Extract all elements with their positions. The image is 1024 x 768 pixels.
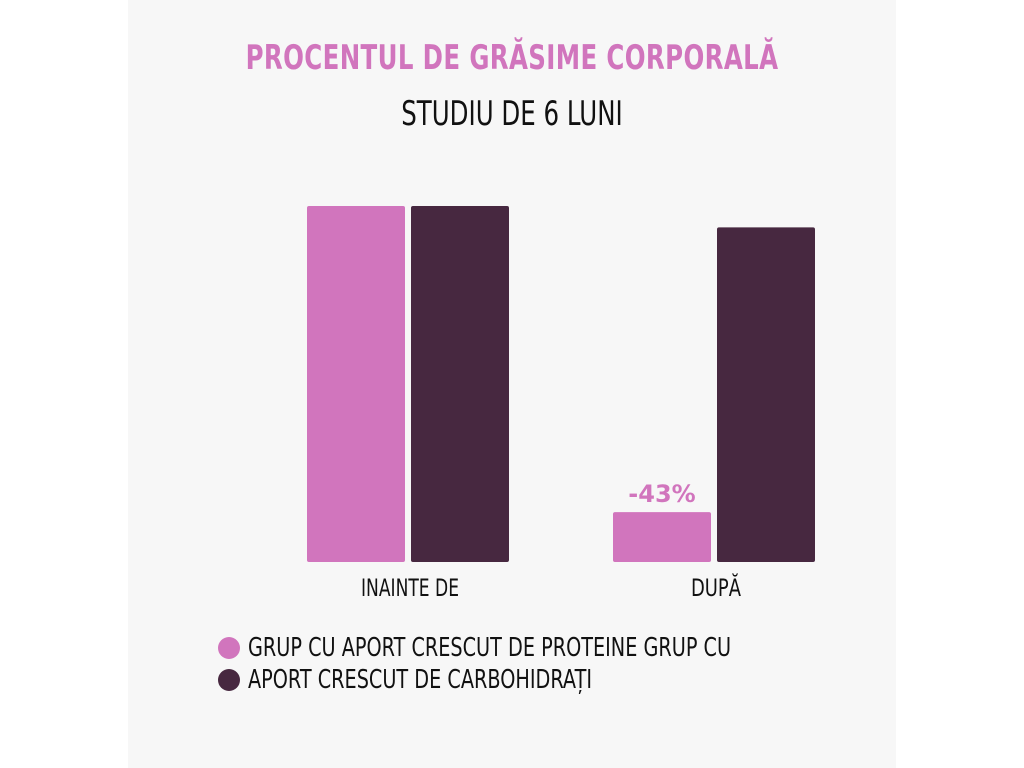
chart-title: PROCENTUL DE GRĂSIME CORPORALĂ — [245, 38, 779, 78]
legend: GRUP CU APORT CRESCUT DE PROTEINE GRUP C… — [218, 632, 901, 696]
legend-label-protein: GRUP CU APORT CRESCUT DE PROTEINE GRUP C… — [248, 633, 732, 663]
chart-subtitle: STUDIU DE 6 LUNI — [401, 94, 623, 134]
x-tick-label-1: DUPĂ — [691, 572, 741, 602]
x-tick-label-0: INAINTE DE — [361, 574, 459, 602]
bar-carbs-1 — [717, 227, 815, 563]
chart-panel: PROCENTUL DE GRĂSIME CORPORALĂ STUDIU DE… — [128, 0, 896, 768]
legend-label-carbs: APORT CRESCUT DE CARBOHIDRAȚI — [248, 665, 593, 695]
data-label-protein-1: -43% — [628, 480, 695, 508]
legend-swatch-protein — [218, 637, 240, 659]
legend-item-carbs: APORT CRESCUT DE CARBOHIDRAȚI — [218, 664, 901, 696]
legend-swatch-carbs — [218, 669, 240, 691]
bar-protein-1 — [613, 512, 711, 562]
bar-protein-0 — [307, 206, 405, 562]
bar-carbs-0 — [411, 206, 509, 562]
legend-item-protein: GRUP CU APORT CRESCUT DE PROTEINE GRUP C… — [218, 632, 901, 664]
bar-chart: INAINTE DE -43% DUPĂ — [307, 206, 815, 602]
